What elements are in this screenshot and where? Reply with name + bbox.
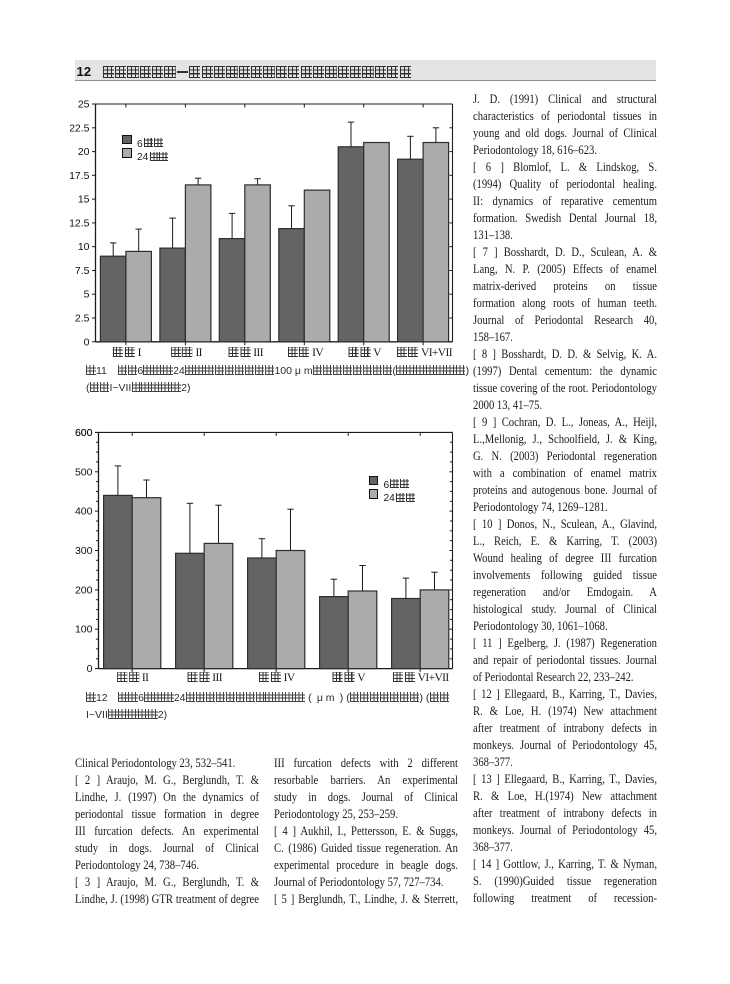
svg-text:200: 200 — [75, 584, 93, 596]
svg-text:12.5: 12.5 — [70, 217, 90, 229]
svg-text:600: 600 — [75, 427, 93, 439]
svg-text:2.5: 2.5 — [75, 313, 90, 325]
svg-text:0: 0 — [84, 336, 90, 348]
svg-text:25: 25 — [78, 99, 90, 111]
svg-text:400: 400 — [75, 506, 93, 518]
svg-text:22.5: 22.5 — [70, 122, 90, 134]
svg-text:100: 100 — [75, 624, 93, 636]
svg-text:10: 10 — [78, 241, 90, 253]
svg-text:5: 5 — [84, 289, 90, 301]
svg-text:15: 15 — [78, 194, 90, 206]
svg-text:300: 300 — [75, 545, 93, 557]
svg-text:20: 20 — [78, 146, 90, 158]
svg-text:17.5: 17.5 — [70, 170, 90, 182]
svg-text:0: 0 — [87, 663, 93, 675]
svg-text:600: 600 — [75, 427, 93, 439]
svg-text:500: 500 — [75, 466, 93, 478]
svg-text:7.5: 7.5 — [75, 265, 90, 277]
